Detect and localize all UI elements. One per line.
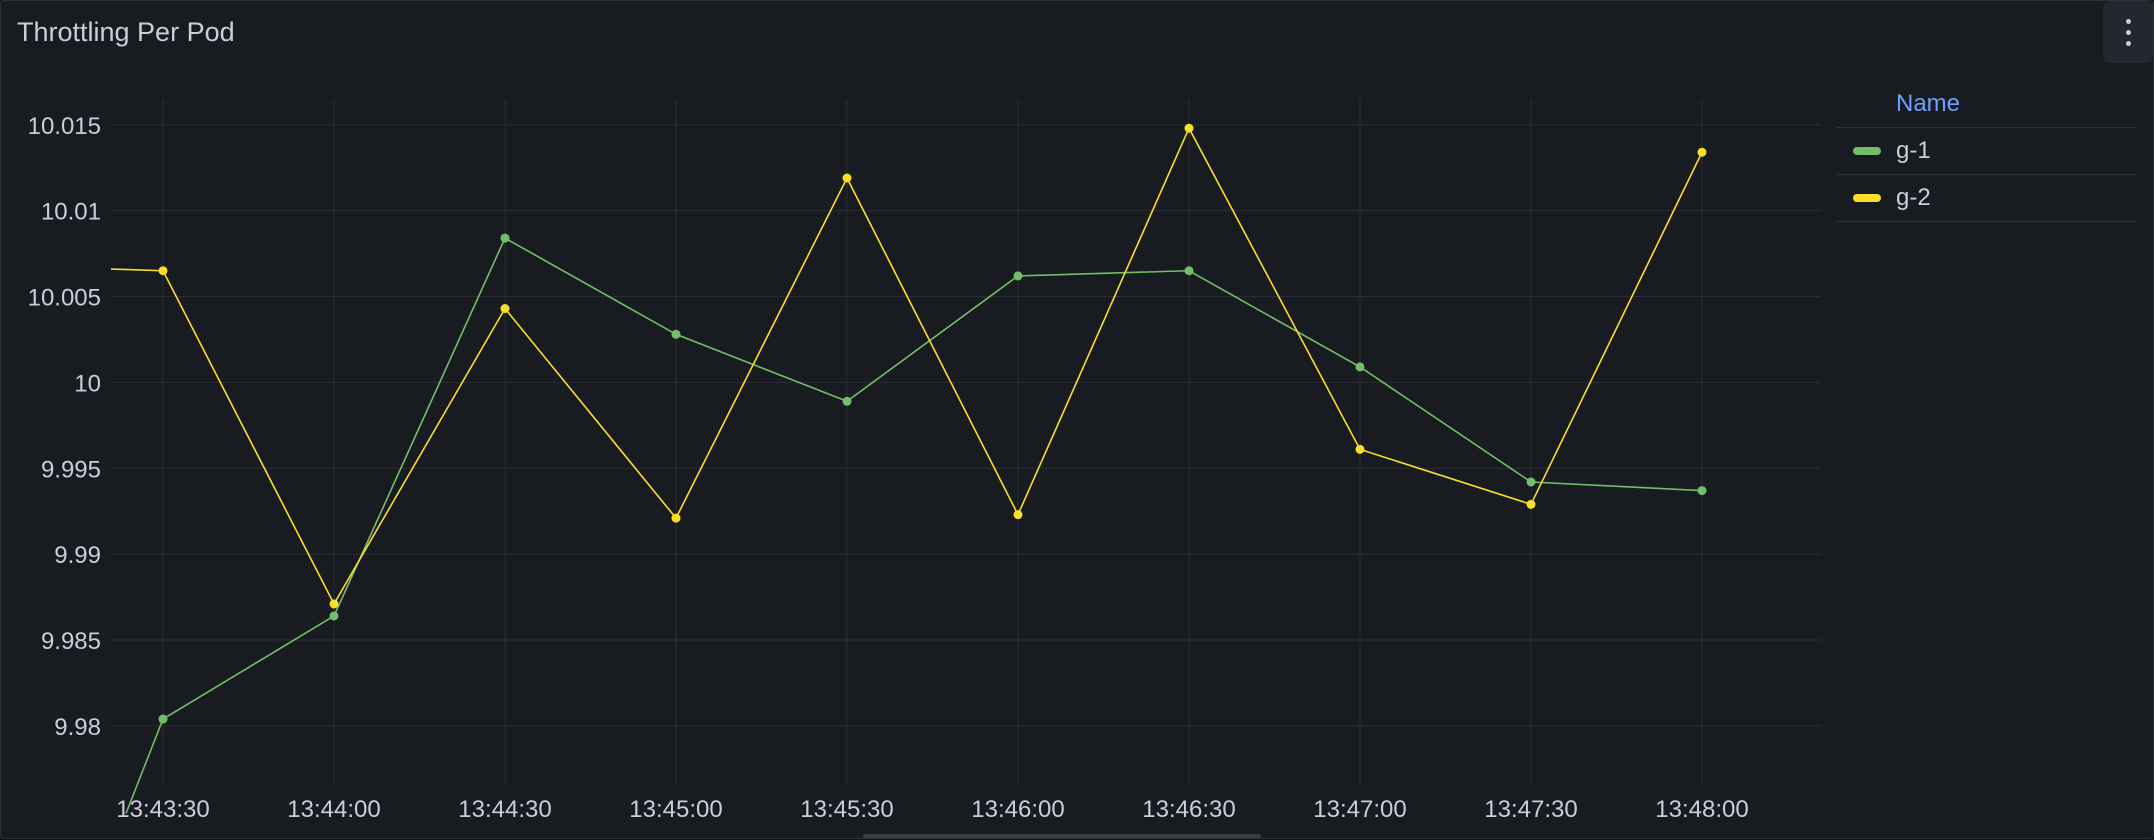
x-tick-label: 13:46:00 <box>971 796 1064 823</box>
y-tick-label: 9.99 <box>54 542 101 569</box>
data-point-g-2 <box>1697 147 1707 157</box>
legend-item-g-1[interactable]: g-1 <box>1836 128 2136 175</box>
data-point-g-2 <box>500 304 510 314</box>
data-point-g-2 <box>329 599 339 609</box>
data-point-g-1 <box>158 714 168 724</box>
series-line-g-2 <box>110 126 1703 606</box>
menu-dot-icon <box>2125 29 2131 35</box>
y-tick-label: 9.995 <box>41 456 101 483</box>
data-point-g-2 <box>1355 444 1365 454</box>
y-tick-label: 9.98 <box>54 714 101 741</box>
y-tick-label: 10 <box>74 370 101 397</box>
data-point-g-2 <box>1013 510 1023 520</box>
panel-menu-button[interactable] <box>2103 1 2153 63</box>
data-point-g-2 <box>842 173 852 183</box>
data-point-g-1 <box>1013 271 1023 281</box>
data-point-g-1 <box>1184 266 1194 276</box>
data-point-g-1 <box>500 233 510 243</box>
data-point-g-2 <box>671 513 681 523</box>
legend: Name g-1 g-2 <box>1836 81 2136 222</box>
y-tick-label: 10.01 <box>41 199 101 226</box>
legend-header[interactable]: Name <box>1836 81 2136 128</box>
data-point-g-1 <box>842 396 852 406</box>
y-tick-label: 10.005 <box>28 285 101 312</box>
legend-item-g-2[interactable]: g-2 <box>1836 175 2136 222</box>
y-tick-label: 9.985 <box>41 628 101 655</box>
data-point-g-2 <box>1184 123 1194 133</box>
legend-label: g-2 <box>1896 184 1931 211</box>
panel-title: Throttling Per Pod <box>17 17 235 47</box>
x-tick-label: 13:47:00 <box>1313 796 1406 823</box>
x-tick-label: 13:47:30 <box>1484 796 1577 823</box>
legend-swatch <box>1853 147 1881 155</box>
x-tick-label: 13:45:30 <box>800 796 893 823</box>
menu-dot-icon <box>2125 40 2131 46</box>
data-point-g-1 <box>1697 486 1707 496</box>
data-point-g-1 <box>329 611 339 621</box>
legend-label: g-1 <box>1896 137 1931 164</box>
horizontal-scrollbar[interactable] <box>863 834 1261 838</box>
x-tick-label: 13:44:30 <box>458 796 551 823</box>
data-point-g-1 <box>1355 362 1365 372</box>
data-point-g-2 <box>1526 499 1536 509</box>
x-tick-label: 13:44:00 <box>287 796 380 823</box>
data-point-g-1 <box>1526 477 1536 487</box>
x-tick-label: 13:45:00 <box>629 796 722 823</box>
x-tick-label: 13:46:30 <box>1142 796 1235 823</box>
menu-dot-icon <box>2125 18 2131 24</box>
series-line-g-1 <box>125 236 1703 814</box>
x-tick-label: 13:48:00 <box>1655 796 1748 823</box>
y-tick-label: 10.015 <box>28 113 101 140</box>
legend-swatch <box>1853 194 1881 202</box>
data-point-g-1 <box>671 329 681 339</box>
data-point-g-2 <box>158 266 168 276</box>
x-tick-label: 13:43:30 <box>116 796 209 823</box>
line-chart: 9.98 9.985 9.99 9.995 10 10.005 10.01 10.015 13:… <box>28 99 1821 823</box>
